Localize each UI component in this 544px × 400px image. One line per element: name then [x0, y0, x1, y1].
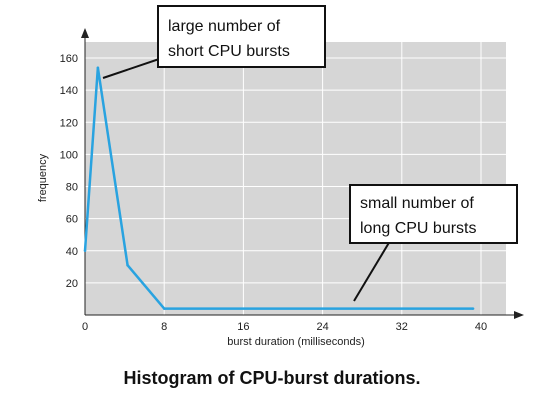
y-axis-arrow: [81, 28, 89, 38]
y-tick-label: 80: [66, 182, 78, 194]
y-tick-labels: 20 40 60 80 100 120 140 160: [60, 53, 78, 290]
y-tick-label: 40: [66, 246, 78, 258]
x-tick-label: 24: [316, 321, 328, 333]
x-axis-label: burst duration (milliseconds): [227, 336, 365, 348]
x-tick-label: 32: [396, 321, 408, 333]
y-axis-label: frequency: [37, 153, 49, 202]
callout-short-line1: large number of: [168, 18, 281, 35]
series-layer: [83, 66, 475, 310]
callout-short-bursts: large number of short CPU bursts: [102, 5, 326, 79]
x-axis-arrow: [514, 311, 524, 319]
x-tick-labels: 0 8 16 24 32 40: [82, 321, 487, 333]
data-point: [96, 66, 100, 69]
y-tick-label: 120: [60, 117, 78, 129]
y-tick-label: 60: [66, 214, 78, 226]
data-point: [162, 307, 166, 310]
callout-long-box: [349, 184, 518, 244]
plot-area: [85, 42, 506, 315]
x-tick-label: 16: [237, 321, 249, 333]
callout-short-line2: short CPU bursts: [168, 43, 290, 60]
grid-lines: [85, 42, 506, 315]
figure-caption: Histogram of CPU-burst durations.: [123, 368, 421, 388]
callout-short-box: [157, 5, 326, 68]
burst-histogram-chart: 20 40 60 80 100 120 140 160 0 8 16 24 32 40 frequenc…: [37, 5, 524, 348]
data-point: [83, 249, 87, 253]
data-point: [471, 307, 475, 310]
x-tick-label: 0: [82, 321, 88, 333]
callout-long-line1: small number of: [360, 195, 474, 212]
y-tick-label: 160: [60, 53, 78, 65]
callout-long-line2: long CPU bursts: [360, 220, 477, 237]
y-tick-label: 20: [66, 278, 78, 290]
callout-long-bursts: small number of long CPU bursts: [349, 184, 518, 302]
axes: [81, 28, 524, 319]
callout-long-pointer: [353, 240, 391, 302]
y-tick-label: 100: [60, 149, 78, 161]
x-tick-label: 40: [475, 321, 487, 333]
x-tick-label: 8: [161, 321, 167, 333]
y-tick-label: 140: [60, 85, 78, 97]
data-point: [126, 263, 129, 267]
